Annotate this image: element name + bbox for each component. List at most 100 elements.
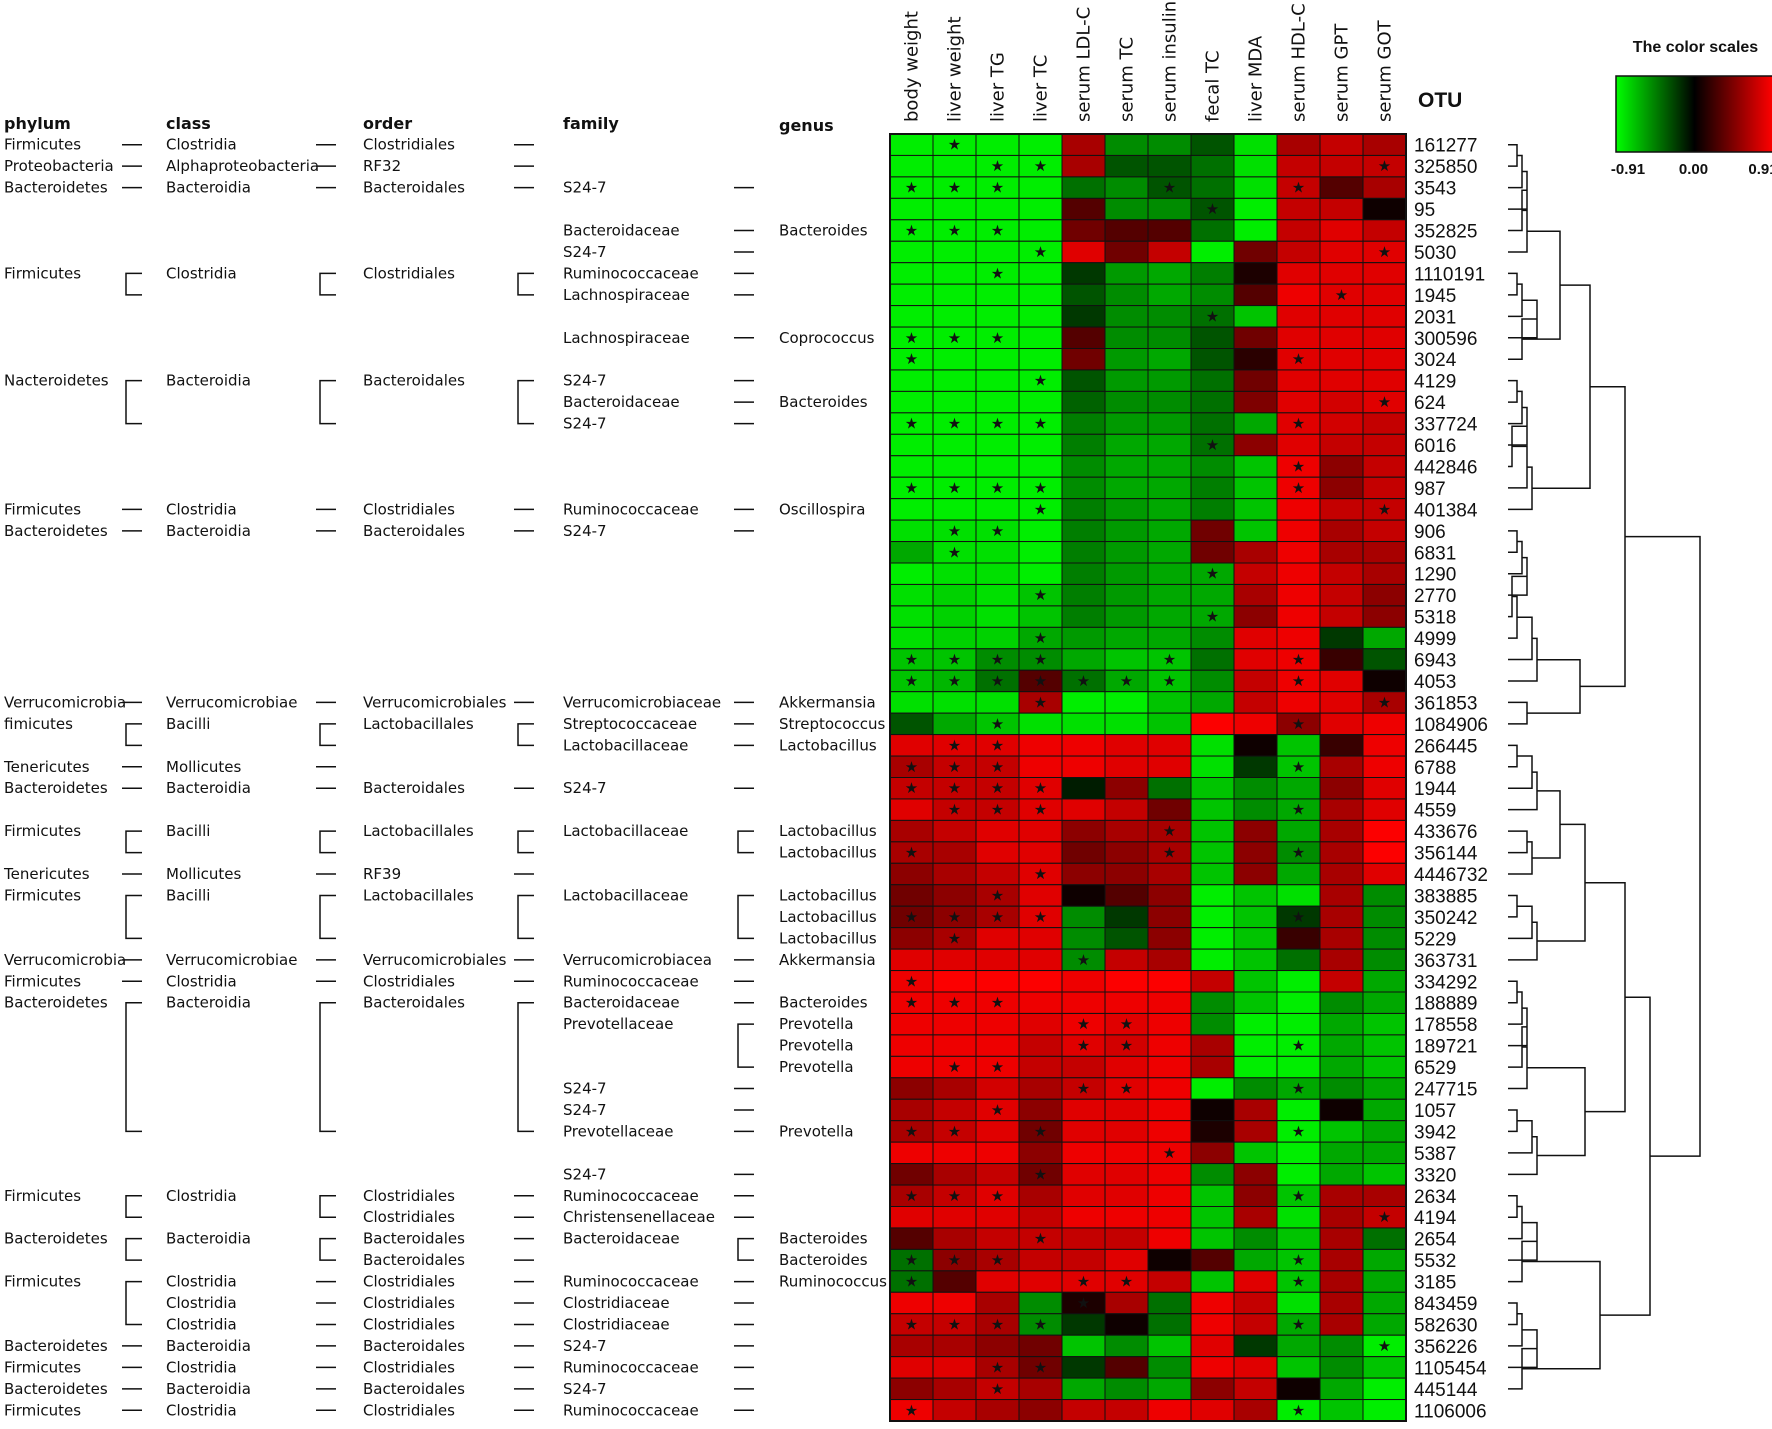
heatmap-cell: [1018, 390, 1063, 414]
heatmap-cell: [1319, 519, 1364, 543]
significance-star: ★: [948, 736, 961, 754]
header-otu: OTU: [1418, 89, 1462, 112]
otu-label: 383885: [1414, 886, 1477, 907]
significance-star: ★: [1292, 758, 1305, 776]
heatmap-cell: [975, 133, 1020, 156]
taxon-genus: Coprococcus: [779, 329, 875, 347]
heatmap-cell: [1362, 412, 1407, 435]
significance-star: ★: [1163, 822, 1176, 840]
significance-star: ★: [1206, 565, 1219, 583]
taxon-order: Bacteroidales: [363, 372, 465, 390]
heatmap-cell: [975, 562, 1020, 585]
heatmap-cell: [1018, 433, 1063, 457]
heatmap-cell: [1147, 541, 1192, 564]
heatmap-cell: [975, 819, 1020, 843]
heatmap-cell: [1362, 519, 1407, 543]
taxon-family: Verrucomicrobiacea: [563, 951, 712, 969]
heatmap-cell: [932, 240, 977, 264]
heatmap-cell: [1018, 562, 1063, 585]
taxon-family: Lactobacillaceae: [563, 886, 688, 904]
heatmap-cell: [1104, 755, 1149, 778]
significance-star: ★: [1378, 393, 1391, 411]
taxonomy-bracket: [125, 1001, 142, 1133]
heatmap-cell: [1104, 541, 1149, 564]
heatmap-cell: [1104, 583, 1149, 607]
heatmap-cell: [1190, 1184, 1235, 1208]
heatmap-cell: [1276, 326, 1321, 349]
heatmap-cell: [975, 862, 1020, 886]
dendrogram-branch: [1508, 830, 1528, 854]
significance-star: ★: [948, 479, 961, 497]
otu-label: 2770: [1414, 586, 1456, 607]
taxon-family: S24-7: [563, 1380, 607, 1398]
heatmap-cell: [1233, 626, 1278, 650]
heatmap-cell: [1362, 541, 1407, 564]
heatmap-cell: [1104, 498, 1149, 521]
heatmap-cell: [1147, 970, 1192, 993]
heatmap-cell: [1018, 176, 1063, 199]
heatmap-cell: [975, 1012, 1020, 1036]
heatmap-cell: [1061, 562, 1106, 585]
heatmap-cell: [1018, 1141, 1063, 1165]
header-class: class: [166, 114, 211, 133]
heatmap-cell: [932, 455, 977, 478]
heatmap-cell: [1018, 262, 1063, 285]
heatmap-cell: [1233, 583, 1278, 607]
heatmap-cell: [1319, 1098, 1364, 1122]
heatmap-cell: [932, 1399, 977, 1422]
taxon-genus: Lactobacillus: [779, 929, 877, 947]
significance-star: ★: [1292, 179, 1305, 197]
heatmap-cell: [1061, 519, 1106, 543]
otu-label: 2634: [1414, 1187, 1457, 1208]
heatmap-cell: [1190, 1227, 1235, 1250]
heatmap-cell: [1190, 970, 1235, 993]
significance-star: ★: [991, 264, 1004, 282]
heatmap-cell: [1147, 1334, 1192, 1358]
heatmap-cell: [1104, 154, 1149, 178]
heatmap-cell: [1319, 734, 1364, 757]
heatmap-cell: [1233, 219, 1278, 242]
taxon-class: Clostridia: [166, 500, 237, 518]
heatmap-cell: [1147, 455, 1192, 478]
taxon-family: Streptococcaceae: [563, 715, 697, 733]
heatmap-cell: [1190, 819, 1235, 843]
otu-label: 6529: [1414, 1058, 1456, 1079]
heatmap-cell: [1276, 541, 1321, 564]
taxon-phylum: Firmicutes: [4, 1358, 81, 1376]
heatmap-cell: [1104, 240, 1149, 264]
heatmap-cell: [1104, 1313, 1149, 1336]
heatmap-cell: [889, 1141, 934, 1165]
heatmap-cell: [1319, 1227, 1364, 1250]
otu-label: 6943: [1414, 651, 1456, 672]
heatmap-cell: [1362, 1227, 1407, 1250]
heatmap-cell: [932, 884, 977, 907]
heatmap-cell: [1362, 905, 1407, 929]
taxon-class: Clostridia: [166, 264, 237, 282]
heatmap-cell: [1233, 1206, 1278, 1229]
heatmap-cell: [1018, 755, 1063, 778]
otu-label: 1057: [1414, 1101, 1456, 1122]
taxon-phylum: Firmicutes: [4, 972, 81, 990]
heatmap-cell: [1061, 154, 1106, 178]
taxon-genus: Streptococcus: [779, 715, 885, 733]
heatmap-cell: [1319, 133, 1364, 156]
taxonomy-bracket: [517, 830, 534, 854]
heatmap-cell: [975, 433, 1020, 457]
dendrogram-branch: [1508, 154, 1523, 189]
taxon-order: Verrucomicrobiales: [363, 951, 507, 969]
heatmap-cell: [1061, 133, 1106, 156]
heatmap-cell: [1362, 1012, 1407, 1036]
heatmap-cell: [975, 1291, 1020, 1315]
heatmap-cell: [1362, 605, 1407, 628]
heatmap-cell: [1147, 862, 1192, 886]
taxon-phylum: Firmicutes: [4, 886, 81, 904]
heatmap-cell: [975, 1399, 1020, 1422]
taxon-phylum: Bacteroidetes: [4, 522, 108, 540]
heatmap-cell: [975, 1141, 1020, 1165]
heatmap-cell: [1147, 1377, 1192, 1401]
heatmap-cell: [1061, 1141, 1106, 1165]
taxonomy-bracket: [125, 272, 142, 296]
heatmap-cell: [1104, 884, 1149, 907]
heatmap-cell: [1104, 348, 1149, 371]
heatmap-cell: [932, 1377, 977, 1401]
